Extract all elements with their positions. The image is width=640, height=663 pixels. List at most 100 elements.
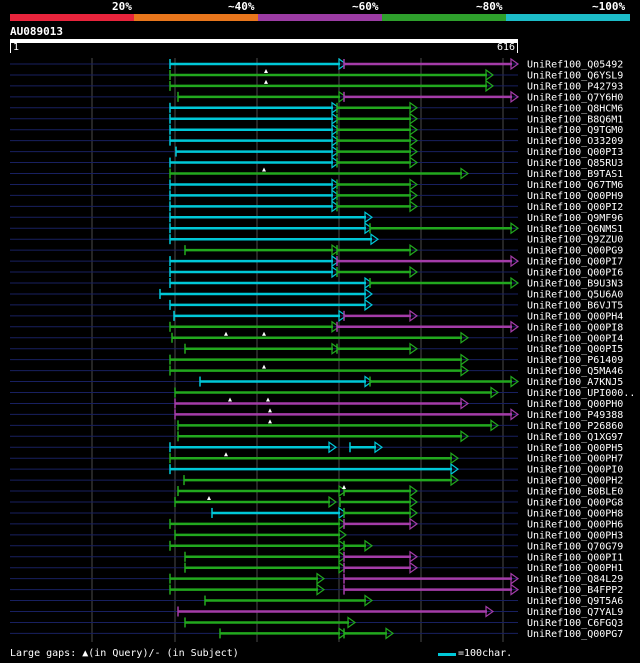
hit-label: UniRef100_Q7Y6H0 — [527, 92, 623, 103]
hit-label: UniRef100_Q9MF96 — [527, 213, 623, 224]
hit-end-arrow — [510, 222, 520, 235]
hit-label: UniRef100_Q9TGM0 — [527, 125, 623, 136]
hit-end-arrow — [510, 408, 520, 421]
hit-end-arrow — [328, 495, 338, 509]
hit-label: UniRef100_Q00PH3 — [527, 530, 623, 541]
hit-end-arrow — [409, 517, 419, 531]
hit-label: UniRef100_Q00PI2 — [527, 202, 623, 213]
hit-end-arrow — [364, 539, 374, 552]
query-gap-marker — [268, 408, 272, 413]
hit-label: UniRef100_O33209 — [527, 136, 623, 147]
hit-end-arrow — [331, 112, 341, 125]
hit-end-arrow — [450, 473, 460, 487]
hit-label: UniRef100_B6VJT5 — [527, 300, 623, 311]
scale-legend-text: =100char. — [458, 648, 513, 659]
hit-end-arrow — [364, 375, 374, 388]
hit-label: UniRef100_Q05492 — [527, 60, 623, 71]
hit-end-arrow — [450, 452, 460, 465]
hit-end-arrow — [510, 57, 520, 71]
hit-end-arrow — [364, 211, 374, 224]
hit-end-arrow — [385, 627, 395, 640]
hit-end-arrow — [331, 200, 341, 213]
hit-end-arrow — [409, 112, 419, 125]
hit-end-arrow — [409, 550, 419, 563]
hit-label: UniRef100_Q00PG7 — [527, 629, 623, 640]
hit-label: UniRef100_Q1XG97 — [527, 432, 623, 443]
hit-label: UniRef100_Q00PI3 — [527, 147, 623, 158]
hit-end-arrow — [331, 134, 341, 147]
hit-end-arrow — [485, 79, 495, 93]
hit-end-arrow — [331, 243, 341, 257]
hit-end-arrow — [490, 386, 500, 399]
hit-label: UniRef100_Q00PH5 — [527, 443, 623, 454]
hit-label: UniRef100_Q6YSL9 — [527, 70, 623, 81]
hit-label: UniRef100_Q70G79 — [527, 541, 623, 552]
hit-end-arrow — [409, 145, 419, 158]
hit-end-arrow — [485, 68, 495, 82]
hit-end-arrow — [409, 200, 419, 213]
query-gap-marker — [264, 79, 268, 84]
hit-label: UniRef100_Q85RU3 — [527, 158, 623, 169]
hit-end-arrow — [510, 254, 520, 268]
hit-end-arrow — [338, 57, 348, 71]
hit-end-arrow — [338, 517, 348, 531]
hit-end-arrow — [364, 594, 374, 607]
hit-end-arrow — [338, 506, 348, 520]
hit-label: UniRef100_Q7YAL9 — [527, 607, 623, 618]
hit-label: UniRef100_Q00PI7 — [527, 257, 623, 268]
hit-end-arrow — [338, 539, 348, 552]
query-start-label: 1 — [13, 42, 20, 53]
hit-end-arrow — [409, 484, 419, 498]
hit-end-arrow — [331, 178, 341, 191]
hit-end-arrow — [510, 583, 520, 596]
hit-label: UniRef100_A7KNJ5 — [527, 377, 623, 388]
hit-end-arrow — [364, 298, 374, 312]
hit-end-arrow — [510, 320, 520, 333]
hit-end-arrow — [460, 430, 470, 443]
hit-end-arrow — [316, 572, 326, 585]
hit-label: UniRef100_Q9T5A6 — [527, 596, 623, 607]
hit-label: UniRef100_P26860 — [527, 421, 623, 432]
hit-label: UniRef100_Q00PH0 — [527, 399, 623, 410]
hit-end-arrow — [338, 561, 348, 574]
hit-end-arrow — [409, 178, 419, 191]
query-gap-marker — [228, 397, 232, 402]
hit-label: UniRef100_Q00PI5 — [527, 344, 623, 355]
hit-end-arrow — [328, 441, 338, 454]
hit-end-arrow — [331, 320, 341, 333]
hit-end-arrow — [338, 550, 348, 563]
hit-end-arrow — [331, 101, 341, 114]
hit-end-arrow — [510, 572, 520, 585]
hit-end-arrow — [331, 145, 341, 158]
query-gap-marker — [266, 397, 270, 402]
hit-end-arrow — [510, 90, 520, 104]
scale-bar-red — [10, 14, 134, 21]
scale-legend-swatch — [438, 653, 456, 656]
query-gap-marker — [268, 419, 272, 424]
gap-legend: Large gaps: ▲(in Query)/- (in Subject) — [10, 648, 239, 659]
hit-end-arrow — [374, 441, 384, 454]
query-ruler — [10, 39, 518, 43]
hit-label: UniRef100_B4FPP2 — [527, 585, 623, 596]
hit-end-arrow — [460, 167, 470, 180]
query-start-tick — [10, 43, 11, 53]
hit-label: UniRef100_B9U3N3 — [527, 279, 623, 290]
hit-end-arrow — [331, 342, 341, 355]
hit-end-arrow — [490, 419, 500, 432]
query-end-label: 616 — [497, 42, 516, 53]
hit-label: UniRef100_Q00PH4 — [527, 311, 623, 322]
hit-label: UniRef100_P42793 — [527, 81, 623, 92]
query-id: AU089013 — [10, 25, 63, 38]
query-end-tick — [517, 43, 518, 53]
query-gap-marker — [262, 331, 266, 336]
hit-end-arrow — [338, 90, 348, 104]
hit-label: UniRef100_Q5MA46 — [527, 366, 623, 377]
hit-label: UniRef100_Q00PH9 — [527, 191, 623, 202]
hit-label: UniRef100_Q00PG8 — [527, 498, 623, 509]
hit-label: UniRef100_P61409 — [527, 355, 623, 366]
query-gap-marker — [207, 496, 211, 500]
hit-end-arrow — [409, 189, 419, 202]
hit-label: UniRef100_Q00PH1 — [527, 563, 623, 574]
